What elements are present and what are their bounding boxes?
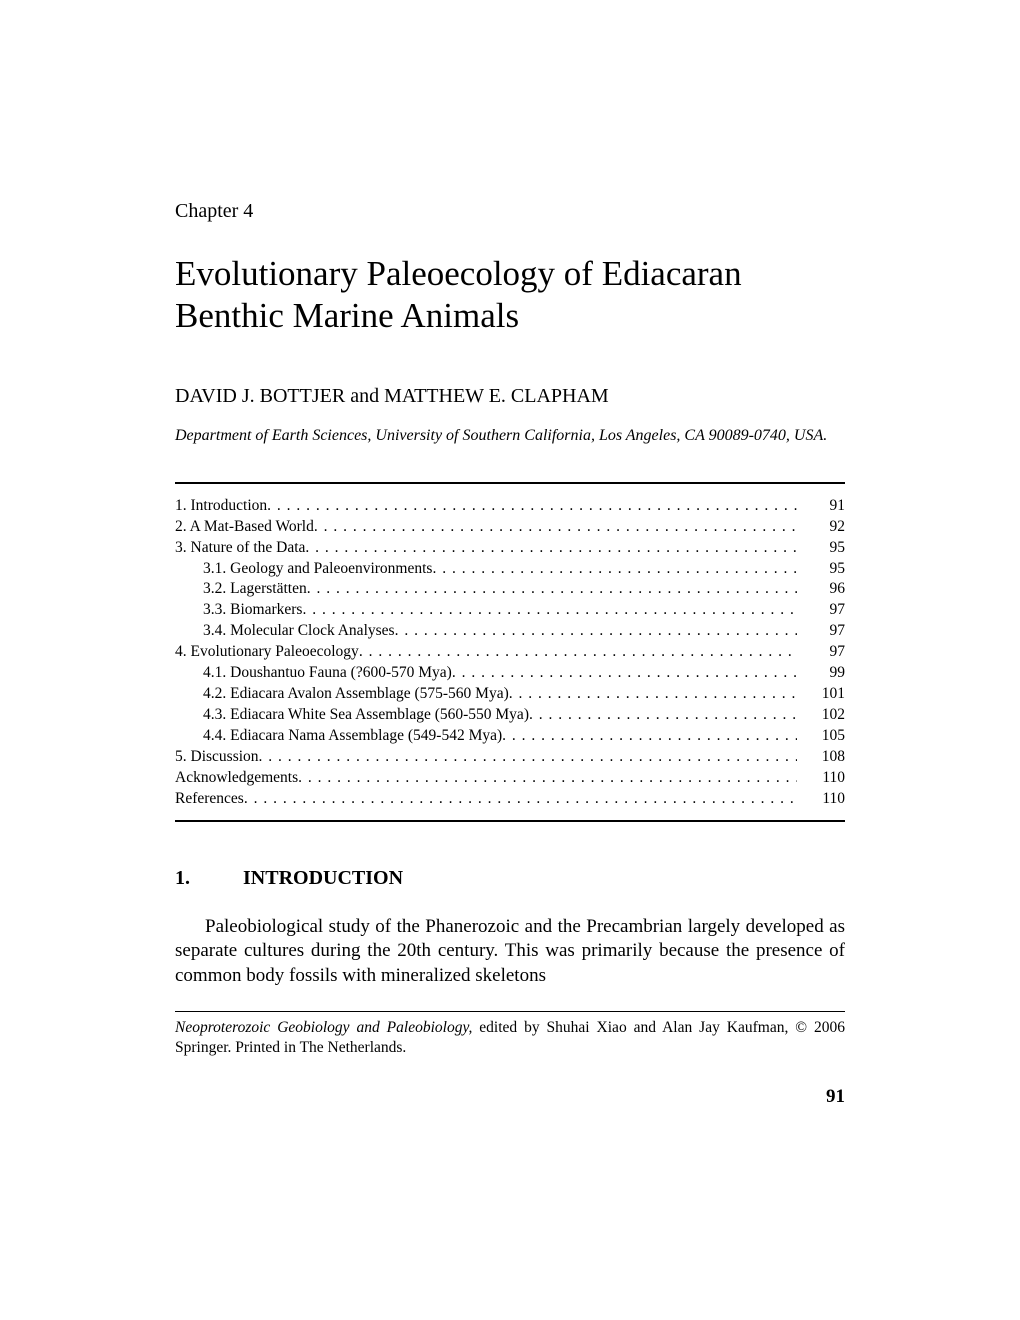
toc-bottom-rule <box>175 820 845 822</box>
toc-dots <box>307 579 797 600</box>
toc-label: 2. A Mat-Based World <box>175 517 314 538</box>
toc-label: 3. Nature of the Data <box>175 538 305 559</box>
toc-dots <box>432 559 797 580</box>
toc-page: 99 <box>797 663 845 684</box>
toc-row: References 110 <box>175 789 845 810</box>
toc-row: 4.4. Ediacara Nama Assemblage (549-542 M… <box>175 726 845 747</box>
toc-page: 92 <box>797 517 845 538</box>
toc-page: 110 <box>797 768 845 789</box>
affiliation: Department of Earth Sciences, University… <box>175 426 845 447</box>
toc-label: 4.1. Doushantuo Fauna (?600-570 Mya) <box>203 663 452 684</box>
toc-row: 4. Evolutionary Paleoecology 97 <box>175 642 845 663</box>
toc-page: 102 <box>797 705 845 726</box>
toc-page: 105 <box>797 726 845 747</box>
chapter-title: Evolutionary Paleoecology of Ediacaran B… <box>175 253 845 337</box>
toc-row: 1. Introduction 91 <box>175 496 845 517</box>
table-of-contents: 1. Introduction 912. A Mat-Based World 9… <box>175 496 845 810</box>
toc-label: 3.3. Biomarkers <box>203 600 302 621</box>
toc-top-rule <box>175 482 845 484</box>
footer-book-title: Neoproterozoic Geobiology and Paleobiolo… <box>175 1019 472 1036</box>
toc-dots <box>259 747 797 768</box>
toc-row: 3.2. Lagerstätten 96 <box>175 579 845 600</box>
toc-label: 4.2. Ediacara Avalon Assemblage (575-560… <box>203 684 509 705</box>
toc-row: 4.3. Ediacara White Sea Assemblage (560-… <box>175 705 845 726</box>
toc-label: 3.4. Molecular Clock Analyses <box>203 621 395 642</box>
toc-label: 3.2. Lagerstätten <box>203 579 307 600</box>
toc-label: Acknowledgements <box>175 768 298 789</box>
toc-dots <box>298 768 797 789</box>
toc-page: 108 <box>797 747 845 768</box>
toc-dots <box>305 538 797 559</box>
toc-dots <box>244 789 797 810</box>
toc-dots <box>302 600 797 621</box>
toc-label: 3.1. Geology and Paleoenvironments <box>203 559 432 580</box>
toc-dots <box>452 663 797 684</box>
toc-page: 95 <box>797 538 845 559</box>
page-container: Chapter 4 Evolutionary Paleoecology of E… <box>0 0 1020 1208</box>
toc-page: 101 <box>797 684 845 705</box>
section-heading: 1.INTRODUCTION <box>175 867 845 890</box>
toc-row: 3.4. Molecular Clock Analyses 97 <box>175 621 845 642</box>
toc-page: 95 <box>797 559 845 580</box>
toc-label: 4.3. Ediacara White Sea Assemblage (560-… <box>203 705 529 726</box>
toc-row: 3.1. Geology and Paleoenvironments 95 <box>175 559 845 580</box>
toc-row: 3.3. Biomarkers 97 <box>175 600 845 621</box>
toc-row: Acknowledgements 110 <box>175 768 845 789</box>
toc-page: 97 <box>797 600 845 621</box>
toc-label: 4.4. Ediacara Nama Assemblage (549-542 M… <box>203 726 502 747</box>
footer-rule <box>175 1011 845 1012</box>
toc-label: 4. Evolutionary Paleoecology <box>175 642 359 663</box>
authors: DAVID J. BOTTJER and MATTHEW E. CLAPHAM <box>175 385 845 408</box>
toc-dots <box>395 621 797 642</box>
toc-label: 1. Introduction <box>175 496 267 517</box>
toc-dots <box>529 705 797 726</box>
toc-label: References <box>175 789 244 810</box>
toc-page: 110 <box>797 789 845 810</box>
section-title: INTRODUCTION <box>243 867 403 889</box>
toc-page: 97 <box>797 642 845 663</box>
toc-row: 5. Discussion 108 <box>175 747 845 768</box>
footer-citation: Neoproterozoic Geobiology and Paleobiolo… <box>175 1018 845 1058</box>
toc-row: 4.2. Ediacara Avalon Assemblage (575-560… <box>175 684 845 705</box>
toc-row: 4.1. Doushantuo Fauna (?600-570 Mya) 99 <box>175 663 845 684</box>
toc-label: 5. Discussion <box>175 747 259 768</box>
toc-page: 91 <box>797 496 845 517</box>
toc-dots <box>502 726 797 747</box>
toc-dots <box>314 517 797 538</box>
toc-page: 96 <box>797 579 845 600</box>
toc-row: 2. A Mat-Based World 92 <box>175 517 845 538</box>
toc-dots <box>359 642 797 663</box>
toc-page: 97 <box>797 621 845 642</box>
toc-dots <box>509 684 797 705</box>
toc-row: 3. Nature of the Data 95 <box>175 538 845 559</box>
section-number: 1. <box>175 867 243 890</box>
page-number: 91 <box>175 1086 845 1108</box>
toc-dots <box>267 496 797 517</box>
body-paragraph: Paleobiological study of the Phanerozoic… <box>175 915 845 989</box>
chapter-label: Chapter 4 <box>175 200 845 223</box>
